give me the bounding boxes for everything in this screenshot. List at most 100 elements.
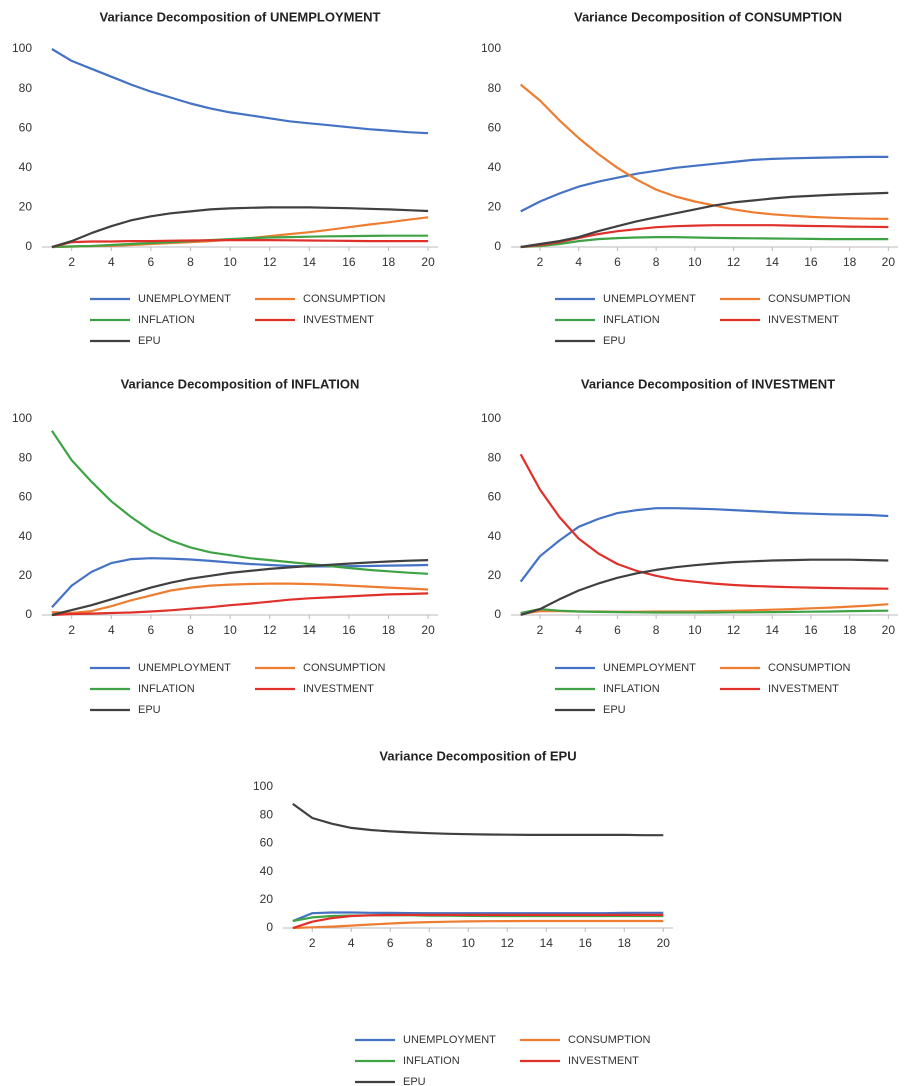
x-tick-label: 10 [462, 936, 476, 950]
legend-label: EPU [403, 1076, 426, 1086]
legend-label: CONSUMPTION [568, 1034, 651, 1046]
y-tick-label: 20 [488, 568, 502, 582]
x-tick-label: 2 [537, 623, 544, 637]
legend-label: UNEMPLOYMENT [138, 293, 231, 305]
y-tick-label: 60 [488, 120, 502, 134]
y-tick-label: 60 [19, 120, 33, 134]
y-tick-label: 80 [19, 450, 33, 464]
series-line [51, 239, 429, 249]
y-tick-label: 0 [494, 607, 501, 621]
chart-panel: Variance Decomposition of INVESTMENT 0 20 4… [481, 376, 898, 716]
x-tick-label: 14 [540, 936, 554, 950]
y-tick-label: 40 [260, 864, 274, 878]
x-tick-label: 14 [766, 255, 780, 269]
legend-label: CONSUMPTION [768, 662, 851, 674]
y-tick-label: 60 [260, 836, 274, 850]
x-tick-label: 6 [148, 623, 155, 637]
y-tick-label: 0 [266, 920, 273, 934]
x-tick-label: 2 [537, 255, 544, 269]
series-line [520, 608, 889, 615]
y-tick-label: 0 [25, 239, 32, 253]
legend-label: INFLATION [603, 683, 660, 695]
y-tick-label: 80 [488, 81, 502, 95]
x-tick-label: 6 [387, 936, 394, 950]
legend-label: CONSUMPTION [303, 662, 386, 674]
chart-title: Variance Decomposition of EPU [379, 748, 576, 763]
x-tick-label: 16 [804, 255, 818, 269]
legend-label: CONSUMPTION [303, 293, 386, 305]
legend-label: UNEMPLOYMENT [603, 293, 696, 305]
y-tick-label: 100 [481, 411, 501, 425]
y-tick-label: 80 [19, 81, 33, 95]
legend-label: INVESTMENT [303, 314, 374, 326]
legend-label: EPU [603, 335, 626, 347]
series-line [519, 453, 889, 590]
series-line [51, 234, 429, 249]
y-tick-label: 20 [260, 892, 274, 906]
x-tick-label: 10 [223, 623, 237, 637]
legend-label: UNEMPLOYMENT [603, 662, 696, 674]
legend-label: UNEMPLOYMENT [403, 1034, 496, 1046]
y-tick-label: 40 [488, 160, 502, 174]
series-line [292, 913, 664, 930]
x-tick-label: 14 [303, 623, 317, 637]
x-tick-label: 12 [263, 255, 277, 269]
x-tick-label: 8 [187, 255, 194, 269]
x-tick-label: 10 [688, 255, 702, 269]
x-tick-label: 16 [342, 255, 356, 269]
series-line [51, 48, 429, 135]
x-tick-label: 14 [303, 255, 317, 269]
y-tick-label: 40 [19, 160, 33, 174]
series-line [520, 224, 889, 249]
x-tick-label: 6 [614, 623, 621, 637]
legend-label: INFLATION [138, 314, 195, 326]
x-tick-label: 4 [348, 936, 355, 950]
x-tick-label: 2 [68, 255, 75, 269]
x-tick-label: 4 [575, 623, 582, 637]
series-line [520, 83, 889, 220]
legend-label: UNEMPLOYMENT [138, 662, 231, 674]
x-tick-label: 2 [68, 623, 75, 637]
x-tick-label: 8 [653, 255, 660, 269]
chart-panel: Variance Decomposition of CONSUMPTION 0 20… [481, 9, 898, 347]
x-tick-label: 6 [614, 255, 621, 269]
x-tick-label: 16 [804, 623, 818, 637]
series-line [520, 558, 889, 617]
series-line [520, 236, 889, 249]
x-tick-label: 8 [187, 623, 194, 637]
series-line [51, 592, 429, 617]
y-tick-label: 100 [12, 411, 32, 425]
x-tick-label: 20 [421, 623, 435, 637]
y-tick-label: 100 [12, 41, 32, 55]
chart-title: Variance Decomposition of INFLATION [121, 376, 360, 391]
x-tick-label: 16 [579, 936, 593, 950]
series-line [51, 559, 429, 617]
x-tick-label: 4 [108, 255, 115, 269]
legend-label: INVESTMENT [303, 683, 374, 695]
legend-label: INFLATION [138, 683, 195, 695]
x-tick-label: 12 [263, 623, 277, 637]
x-tick-label: 16 [342, 623, 356, 637]
y-tick-label: 40 [488, 529, 502, 543]
chart-panel: Variance Decomposition of UNEMPLOYMENT 0 2… [12, 9, 438, 347]
legend-label: CONSUMPTION [768, 293, 851, 305]
x-tick-label: 18 [843, 623, 857, 637]
y-tick-label: 80 [488, 450, 502, 464]
legend-label: EPU [603, 704, 626, 716]
x-tick-label: 10 [688, 623, 702, 637]
x-tick-label: 12 [727, 623, 741, 637]
x-tick-label: 18 [382, 623, 396, 637]
chart-title: Variance Decomposition of UNEMPLOYMENT [100, 9, 381, 24]
series-line [520, 155, 889, 213]
x-tick-label: 12 [727, 255, 741, 269]
legend-label: INVESTMENT [768, 314, 839, 326]
series-line [292, 919, 664, 930]
y-tick-label: 60 [19, 490, 33, 504]
series-line [51, 582, 429, 615]
legend-label: EPU [138, 335, 161, 347]
chart-panel: Variance Decomposition of INFLATION 0 20 40… [12, 376, 438, 716]
series-line [292, 803, 664, 837]
x-tick-label: 14 [766, 623, 780, 637]
